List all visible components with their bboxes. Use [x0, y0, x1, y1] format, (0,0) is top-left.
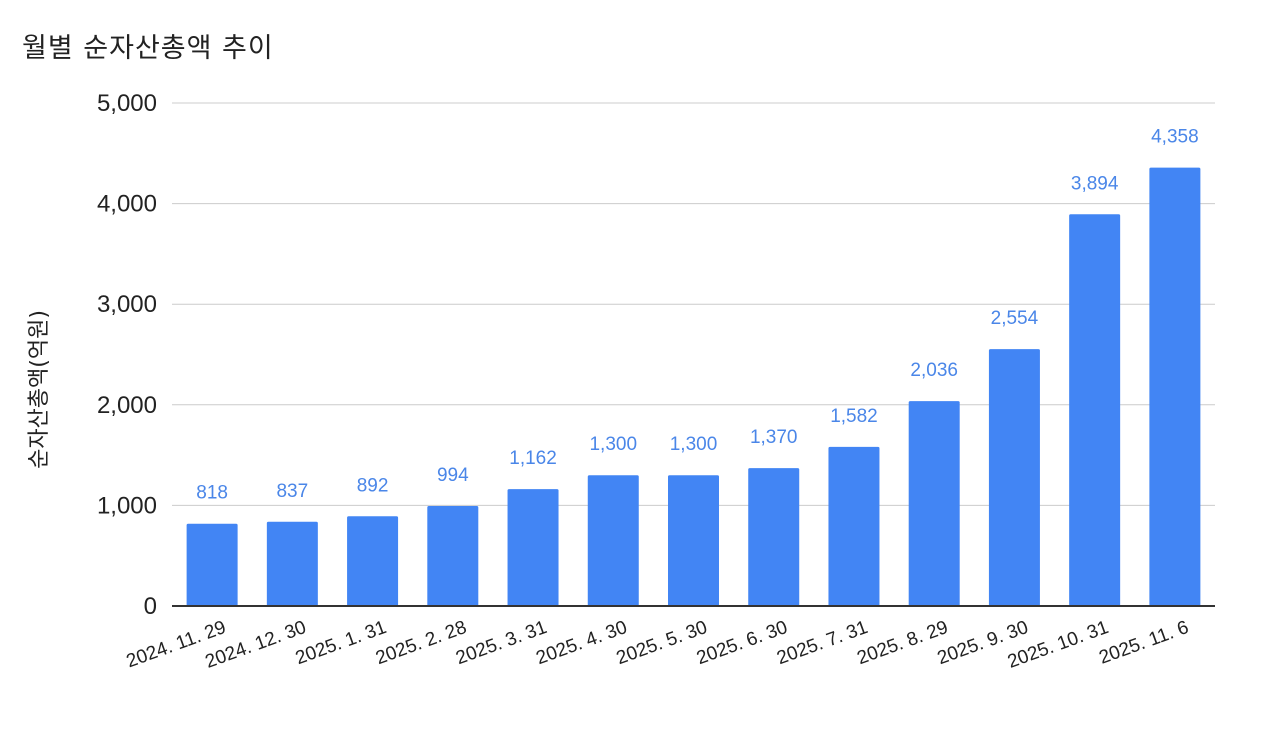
bar: [1149, 167, 1201, 606]
x-tick-label: 2025. 1. 31: [293, 617, 390, 669]
x-tick-label: 2025. 11. 6: [1096, 617, 1191, 669]
data-label: 2,554: [991, 308, 1039, 329]
data-label: 892: [357, 475, 389, 496]
y-tick-label: 0: [144, 593, 157, 620]
bars: [186, 167, 1201, 606]
y-axis-title: 순자산총액(억원): [27, 310, 52, 469]
data-label: 3,894: [1071, 173, 1119, 194]
bar: [988, 349, 1040, 606]
x-tick-label: 2025. 7. 31: [774, 617, 871, 669]
data-label: 1,370: [750, 427, 798, 448]
gridlines: [172, 102, 1215, 506]
bar: [1069, 214, 1121, 606]
data-label: 818: [196, 483, 228, 504]
bar: [587, 475, 639, 606]
bar: [347, 516, 399, 606]
data-label: 837: [276, 481, 308, 502]
data-label: 4,358: [1151, 127, 1199, 148]
bar: [266, 521, 318, 606]
x-tick-label: 2025. 2. 28: [373, 617, 470, 669]
y-tick-label: 2,000: [97, 392, 157, 419]
bar: [908, 401, 960, 606]
data-label: 1,582: [830, 406, 878, 427]
y-tick-label: 3,000: [97, 291, 157, 318]
bar: [748, 468, 800, 606]
chart-title: 월별 순자산총액 추이: [22, 33, 274, 64]
bar: [668, 475, 719, 606]
y-tick-label: 5,000: [97, 90, 157, 117]
bar: [828, 446, 880, 606]
data-label: 2,036: [910, 360, 958, 381]
y-axis-ticks: 0 1,000 2,000 3,000 4,000 5,000: [97, 90, 157, 620]
bar: [186, 523, 238, 606]
bar: [427, 506, 479, 606]
data-label: 1,162: [509, 448, 557, 469]
x-tick-label: 2025. 3. 31: [453, 617, 550, 669]
x-tick-label: 2025. 5. 30: [614, 617, 711, 669]
data-labels: 818 837 892 994 1,162 1,300 1,300 1,370 1,582 2,0…: [196, 127, 1198, 504]
bar: [507, 489, 559, 606]
x-tick-label: 2025. 8. 29: [854, 617, 951, 669]
y-tick-label: 1,000: [97, 492, 157, 519]
data-label: 1,300: [589, 434, 637, 455]
x-tick-label: 2025. 6. 30: [694, 617, 791, 669]
data-label: 994: [437, 465, 469, 486]
y-tick-label: 4,000: [97, 191, 157, 218]
data-label: 1,300: [670, 434, 718, 455]
x-tick-label: 2025. 4. 30: [533, 617, 630, 669]
